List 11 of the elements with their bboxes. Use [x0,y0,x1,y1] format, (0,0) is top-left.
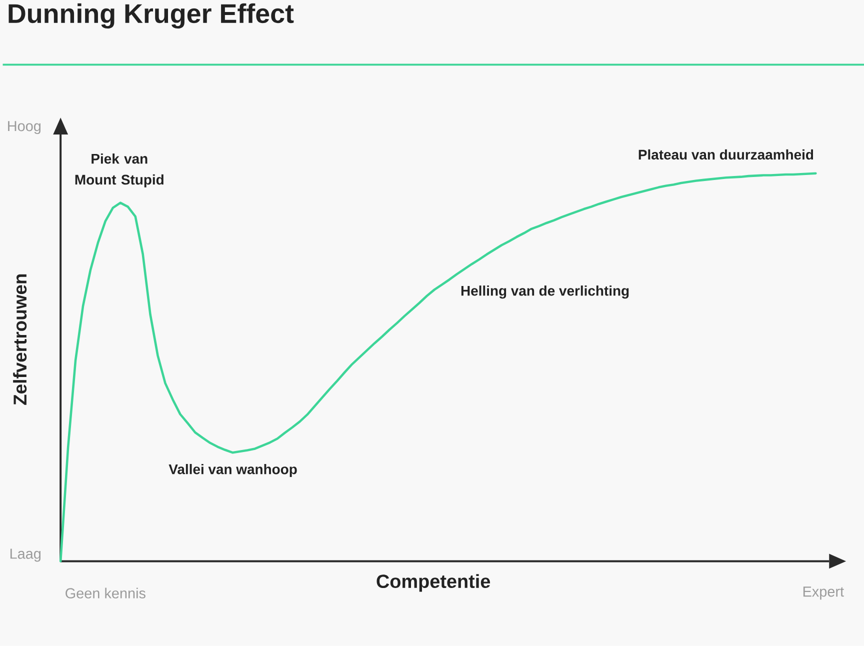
text: Plateau van duurzaamheid [638,149,814,160]
annotation: Helling van de verlichting [461,286,629,299]
x-axis-title: Competentie [376,574,490,592]
text: Laag [10,548,40,562]
text: Hoog [8,121,40,134]
x-tick-label: Geen kennis [66,588,146,598]
x-tick-label: Expert [803,586,844,600]
annotation: Piek van Mount Stupid [75,154,164,188]
annotation: Vallei van wanhoop [168,464,297,478]
chart-title: Dunning Kruger Effect [8,3,294,29]
y-axis-title: Zelfvertrouwen [13,274,27,405]
